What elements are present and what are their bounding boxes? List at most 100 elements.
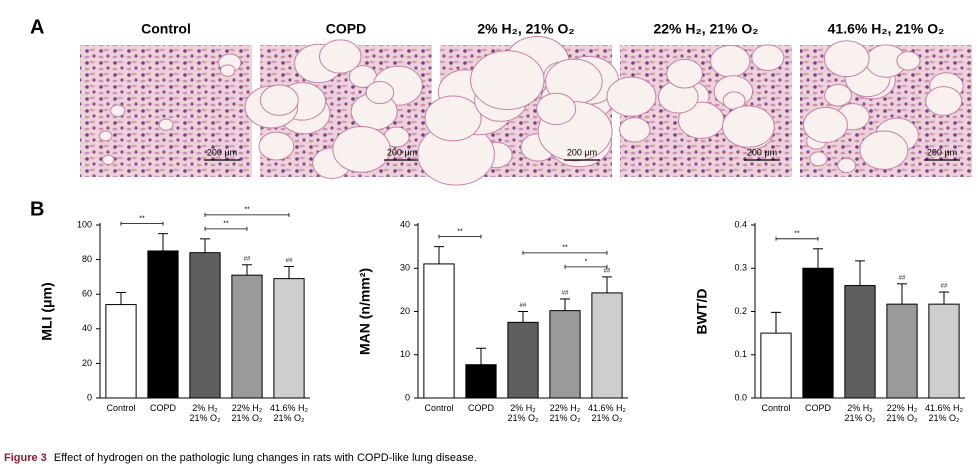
bar [273,278,305,399]
scale-bar-label: 200 μm [927,147,957,157]
bar [147,250,179,399]
y-tick-label: 40 [400,219,410,229]
y-tick-label: 0 [405,392,410,402]
alveolus [824,83,852,107]
x-tick-label-box: 2% H₂ 21% O₂ [844,403,876,423]
alveolus [896,51,921,71]
x-tick-label-box: 2% H₂ 21% O₂ [189,403,221,423]
image-title: 2% H₂, 21% O₂ [477,21,574,37]
error-bar [200,238,210,253]
x-tick-label-box: Control [106,403,136,413]
error-bar [434,246,444,264]
panel-label: B [30,198,44,220]
x-tick-label-box: COPD [150,403,176,413]
alveolus [220,64,236,77]
y-tick-label: 0.3 [734,263,747,273]
scale-bar-label: 200 μm [567,147,597,157]
x-tick-label-box: 22% H₂ 21% O₂ [231,403,263,423]
x-tick-label-box: Control [761,403,790,413]
y-tick-label: 20 [82,358,92,368]
error-bar [602,276,612,293]
x-tick-label: 22% H₂ 21% O₂ [231,403,263,423]
x-tick-label: 41.6% H₂ 21% O₂ [924,403,963,423]
error-bar [284,266,294,279]
bar [423,263,455,399]
alveoli [417,35,619,186]
alveolus [823,40,870,78]
significance-mark: ## [562,291,569,297]
y-axis-title: MAN (n/mm²) [357,268,373,355]
error-bar [116,291,126,305]
x-tick-label: 2% H₂ 21% O₂ [507,403,539,423]
x-tick-label-box: 41.6% H₂ 21% O₂ [269,403,308,423]
caption-text: Effect of hydrogen on the pathologic lun… [54,452,477,464]
x-tick-label-box: COPD [805,403,831,413]
error-bar [855,260,865,286]
x-tick-label-box: COPD [468,403,494,413]
x-tick-label-box: 2% H₂ 21% O₂ [507,403,539,423]
bar [549,310,581,399]
alveolus [424,95,482,142]
alveolus [101,154,115,165]
bar [844,285,876,399]
alveolus [859,130,909,170]
significance-mark: ## [604,268,611,274]
significance-mark: ## [244,256,251,262]
x-tick-label: 2% H₂ 21% O₂ [189,403,221,423]
error-bar [518,311,528,323]
alveolus [365,80,395,105]
alveolus [319,39,362,74]
alveolus [802,106,848,144]
alveolus [618,117,651,143]
bar [886,303,918,399]
x-tick-label: Control [106,403,136,413]
bracket-label: ** [139,215,145,222]
y-tick-label: 0.0 [734,392,747,402]
significance-mark: ## [899,275,906,281]
y-tick-label: 0.2 [734,306,747,316]
alveolus [666,58,704,89]
error-bar [242,264,252,276]
error-bar [158,233,168,251]
x-tick-label: 2% H₂ 21% O₂ [844,403,876,423]
alveoli [606,44,785,150]
bar [591,292,623,399]
panel-label: A [30,16,44,38]
bracket-label: * [585,259,588,266]
x-tick-label: 41.6% H₂ 21% O₂ [269,403,308,423]
bar [928,303,960,399]
alveoli [244,39,423,179]
error-bar [560,298,570,311]
error-bar [897,283,907,305]
error-bar [476,347,486,365]
alveolus [536,92,577,126]
alveolus [837,157,856,173]
error-bar [813,248,823,269]
x-tick-label: 22% H₂ 21% O₂ [886,403,918,423]
alveolus [258,131,295,161]
bracket-label: ** [223,221,229,228]
bar [189,252,221,399]
alveoli [802,40,964,173]
bar [465,364,497,399]
x-tick-label-box: 41.6% H₂ 21% O₂ [588,403,626,423]
bracket-label: ** [794,231,800,238]
alveolus [606,76,657,117]
alveolus [332,125,391,173]
y-tick-label: 0.4 [734,219,747,229]
alveolus [99,130,113,142]
significance-mark: ## [941,284,948,290]
alveolus [259,84,299,116]
alveolus [110,104,126,117]
image-title: Control [141,21,191,37]
bar [760,332,792,399]
bar [802,267,834,399]
x-tick-label-box: 22% H₂ 21% O₂ [886,403,918,423]
x-tick-label: 22% H₂ 21% O₂ [549,403,581,423]
image-title: COPD [326,21,366,37]
y-tick-label: 10 [400,349,410,359]
y-axis-title: MLI (μm) [39,282,55,340]
y-axis-title: BWT/D [694,289,710,335]
bar [231,274,263,399]
scale-bar-label: 200 μm [747,147,777,157]
